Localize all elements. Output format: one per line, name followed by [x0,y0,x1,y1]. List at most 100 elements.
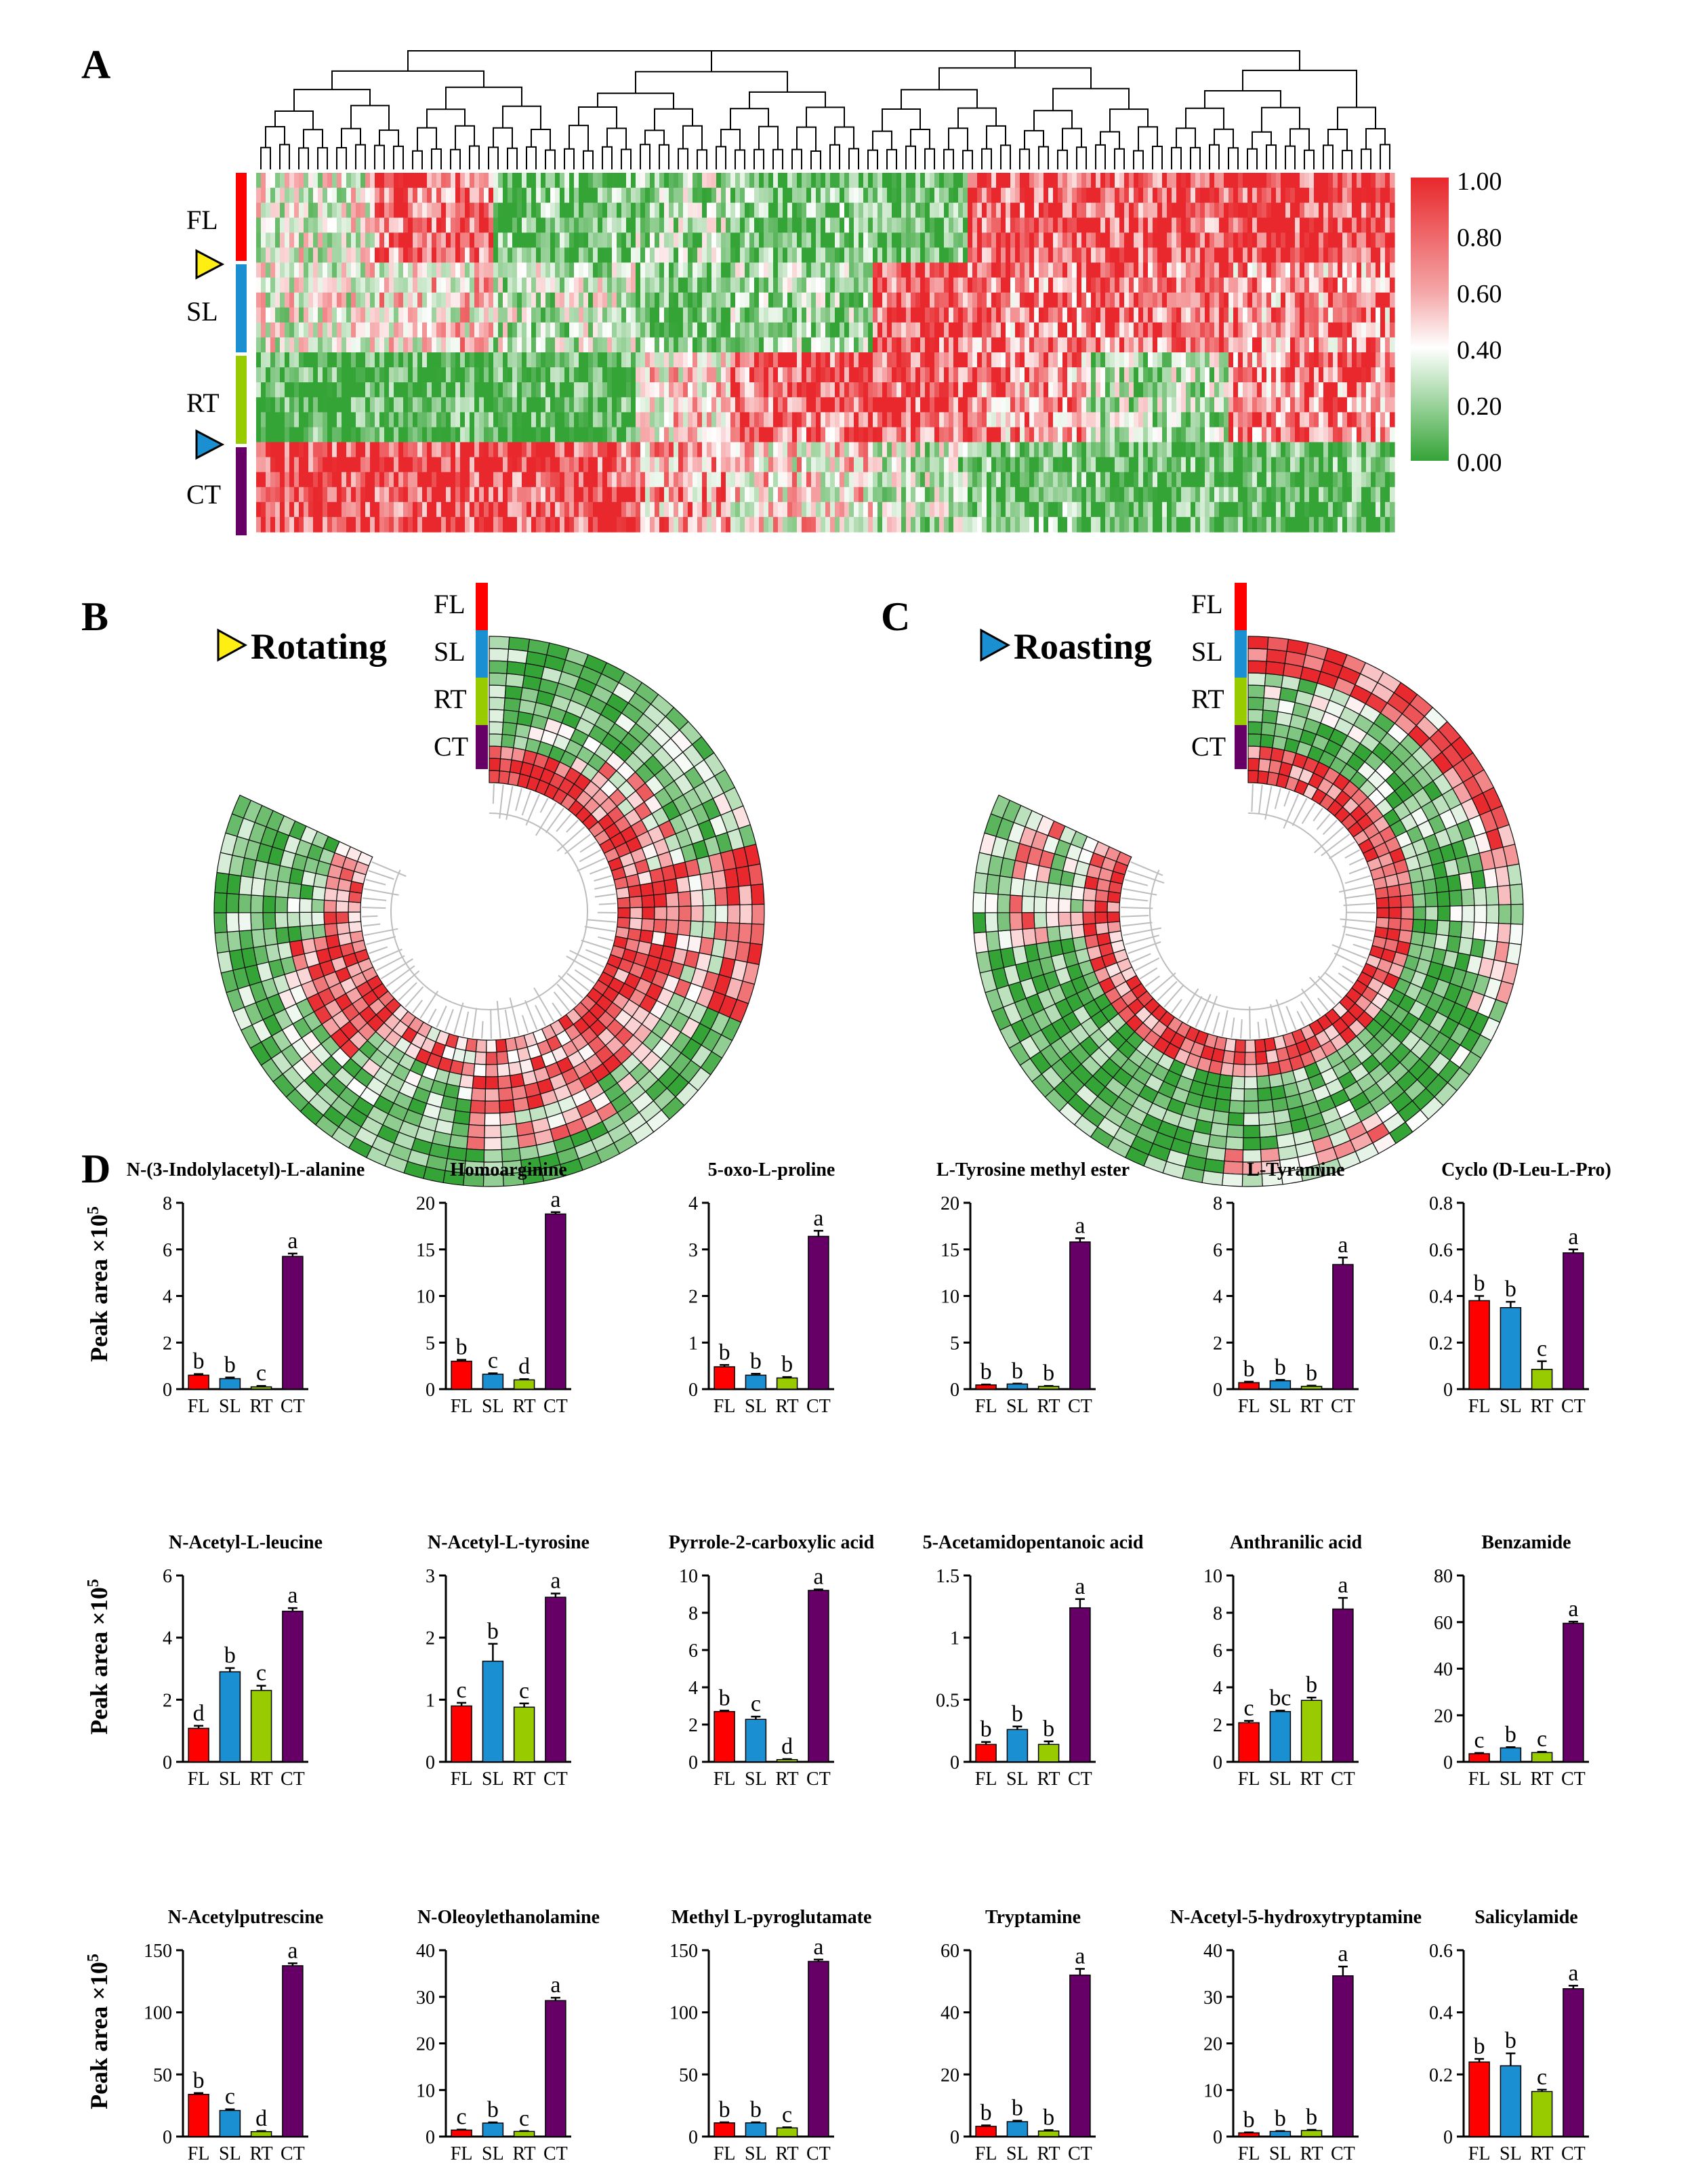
heatmap-cell [1186,218,1191,233]
heatmap-cell [655,203,660,218]
heatmap-cell [1086,442,1092,458]
heatmap-cell [493,427,499,442]
heatmap-cell [598,203,603,218]
heatmap-cell [1044,308,1049,323]
heatmap-cell [408,382,413,398]
heatmap-cell [1210,502,1215,518]
heatmap-cell [925,382,930,398]
heatmap-cell [778,263,783,279]
heatmap-cell [683,173,688,188]
heatmap-cell [939,203,945,218]
heatmap-cell [688,263,693,279]
heatmap-cell [555,427,560,442]
heatmap-cell [664,397,669,413]
heatmap-cell [1010,517,1016,533]
heatmap-cell [811,278,817,293]
heatmap-cell [968,412,973,428]
heatmap-cell [892,247,897,263]
heatmap-cell [313,472,318,488]
heatmap-cell [436,293,442,308]
heatmap-cell [1124,278,1130,293]
heatmap-cell [849,472,854,488]
heatmap-cell [427,247,432,263]
heatmap-cell [289,337,295,353]
heatmap-cell [266,352,271,368]
heatmap-cell [422,352,428,368]
heatmap-cell [882,367,888,383]
heatmap-cell [1129,323,1134,338]
heatmap-cell [289,427,295,442]
heatmap-cell [617,293,622,308]
heatmap-cell [1025,517,1030,533]
heatmap-cell [972,502,978,518]
heatmap-cell [541,232,546,248]
heatmap-cell [261,427,266,442]
heatmap-cell [1110,517,1115,533]
heatmap-cell [256,442,262,458]
heatmap-cell [854,412,859,428]
heatmap-cell [484,232,489,248]
heatmap-cell [403,502,409,518]
heatmap-cell [915,337,921,353]
heatmap-cell [531,367,537,383]
heatmap-cell [379,203,385,218]
heatmap-cell [949,188,954,203]
heatmap-cell [749,517,755,533]
heatmap-cell [1148,352,1153,368]
heatmap-cell [821,247,826,263]
heatmap-cell [289,278,295,293]
heatmap-cell [256,337,262,353]
heatmap-cell [906,232,911,248]
heatmap-cell [541,427,546,442]
heatmap-cell [379,218,385,233]
heatmap-cell [911,173,916,188]
heatmap-cell [1010,382,1016,398]
heatmap-cell [977,203,983,218]
heatmap-cell [460,308,466,323]
heatmap-cell [1100,173,1106,188]
heatmap-cell [379,278,385,293]
heatmap-cell [508,218,513,233]
heatmap-cell [545,517,551,533]
heatmap-cell [759,173,764,188]
heatmap-cell [1081,203,1087,218]
heatmap-cell [536,323,541,338]
heatmap-cell [749,278,755,293]
heatmap-cell [555,337,560,353]
heatmap-cell [1044,367,1049,383]
heatmap-cell [1157,412,1163,428]
heatmap-cell [854,427,859,442]
heatmap-cell [1029,457,1035,473]
heatmap-cell [323,442,328,458]
heatmap-cell [1053,487,1058,503]
heatmap-cell [1138,188,1144,203]
heatmap-cell [920,367,926,383]
heatmap-cell [1015,397,1020,413]
heatmap-cell [1191,427,1196,442]
heatmap-cell [1129,427,1134,442]
heatmap-cell [1086,382,1092,398]
heatmap-cell [1129,382,1134,398]
heatmap-cell [645,308,650,323]
heatmap-cell [1119,352,1125,368]
dendrogram-branch [294,89,370,111]
heatmap-cell [972,188,978,203]
heatmap-cell [427,367,432,383]
dendrogram-branch [621,150,631,170]
heatmap-cell [1115,457,1120,473]
heatmap-cell [849,173,854,188]
heatmap-cell [1044,323,1049,338]
heatmap-cell [498,472,503,488]
heatmap-cell [270,337,276,353]
heatmap-cell [840,397,845,413]
heatmap-cell [688,367,693,383]
heatmap-cell [1153,367,1158,383]
heatmap-cell [470,472,475,488]
heatmap-cell [830,412,835,428]
heatmap-cell [645,323,650,338]
heatmap-cell [631,352,636,368]
heatmap-cell [1048,218,1054,233]
heatmap-cell [778,173,783,188]
heatmap-cell [318,352,323,368]
heatmap-cell [1034,218,1039,233]
